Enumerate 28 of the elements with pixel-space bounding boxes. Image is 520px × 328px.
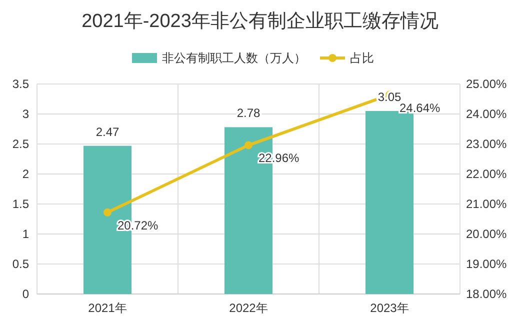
point: [244, 141, 252, 150]
y2-tick-label: 18.00%: [466, 287, 508, 301]
y-tick-label: 3.5: [12, 77, 30, 91]
x-tick-label: 2021年: [88, 301, 127, 315]
y-tick-label: 2: [22, 167, 30, 181]
data-label: 24.64%: [400, 100, 441, 115]
y2-tick-label: 22.00%: [466, 167, 508, 181]
legend-label: 占比: [350, 51, 374, 65]
y-tick-label: 0: [22, 287, 30, 301]
y2-tick-label: 21.00%: [466, 197, 508, 211]
y2-tick-label: 23.00%: [466, 137, 508, 151]
x-tick-label: 2022年: [229, 301, 268, 315]
y2-tick-label: 25.00%: [466, 77, 508, 91]
data-label: 2.47: [96, 124, 120, 139]
y-tick-label: 1: [22, 227, 30, 241]
point: [104, 208, 112, 216]
y-tick-label: 2.5: [12, 137, 30, 151]
legend-label: 非公有制职工人数（万人）: [162, 51, 306, 65]
data-label: 2.78: [236, 106, 260, 120]
bar: [366, 111, 414, 294]
y2-tick-label: 19.00%: [466, 257, 508, 271]
y-tick-label: 1.5: [12, 197, 30, 211]
chart-title: 2021年-2023年非公有制企业职工缴存情况: [82, 11, 438, 32]
y-tick-label: 0.5: [12, 257, 30, 271]
y-tick-label: 3: [22, 107, 30, 121]
y2-tick-label: 24.00%: [466, 107, 508, 121]
y2-tick-label: 20.00%: [466, 227, 508, 241]
x-tick-label: 2023年: [370, 301, 409, 315]
